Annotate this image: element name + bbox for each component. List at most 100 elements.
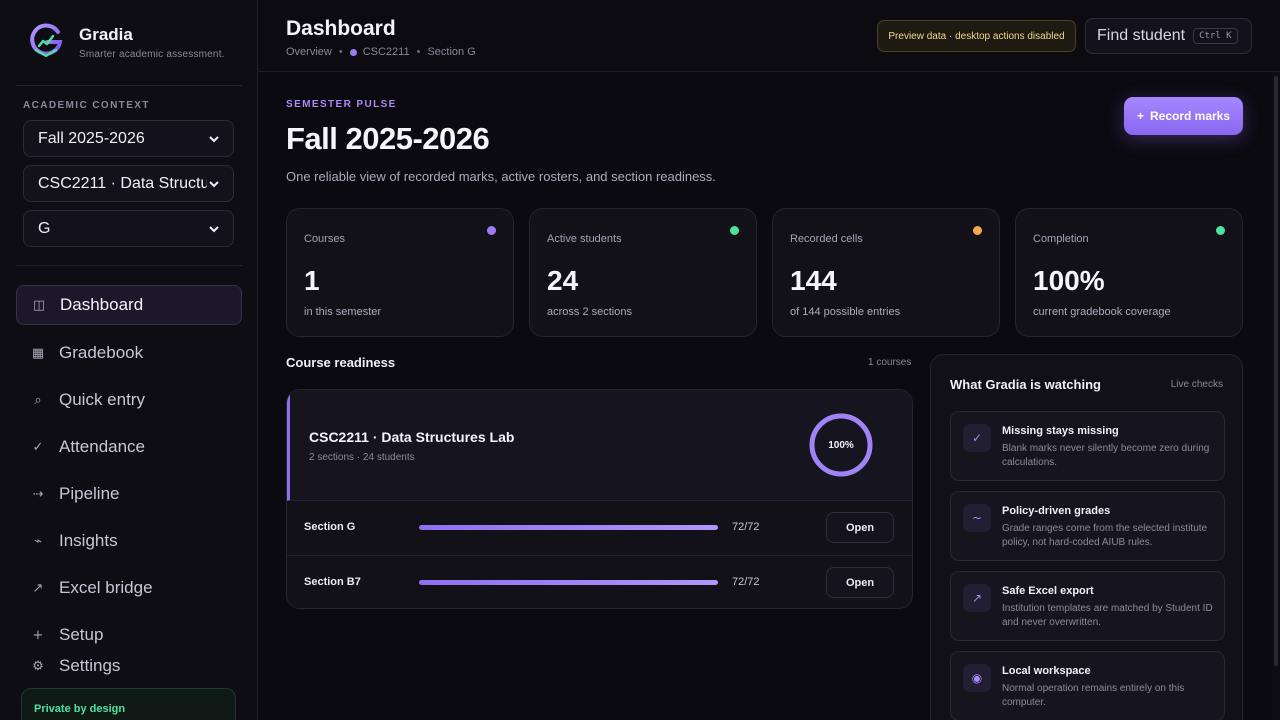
arrow-icon: ⇢ <box>32 486 44 502</box>
export-icon: ↗ <box>32 580 44 596</box>
chevron-down-icon <box>209 135 219 142</box>
chevron-down-icon <box>209 180 219 187</box>
breadcrumb-section[interactable]: Section G <box>427 46 476 58</box>
section-row: Section B7 72/72 Open <box>287 555 912 608</box>
sidebar-item-insights[interactable]: ⌁ Insights <box>16 521 242 561</box>
breadcrumb-overview[interactable]: Overview <box>286 46 332 58</box>
record-marks-label: Record marks <box>1149 109 1231 123</box>
watch-item: ✓ Missing stays missing Blank marks never … <box>950 411 1225 481</box>
topbar: Dashboard Overview • CSC2211 • Section G… <box>258 0 1280 72</box>
sidebar-item-label: Insights <box>59 531 118 550</box>
gear-icon: ⚙ <box>32 658 44 674</box>
dashboard-icon: ◫ <box>32 297 46 313</box>
course-dot-icon <box>349 48 357 56</box>
breadcrumb-separator: • <box>338 46 343 58</box>
course-select-value: CSC2211 · Data Structures Lab <box>38 174 207 192</box>
stat-value: 1 <box>304 265 320 296</box>
watching-panel: What Gradia is watching Live checks ✓ Mis… <box>930 354 1243 720</box>
check-icon: ✓ <box>32 439 44 455</box>
sidebar-item-attendance[interactable]: ✓ Attendance <box>16 427 242 467</box>
check-icon: ✓ <box>963 424 991 452</box>
section-progress-fill <box>419 525 718 530</box>
breadcrumb-course[interactable]: CSC2211 <box>362 46 410 58</box>
page-title: Dashboard <box>286 17 396 40</box>
watch-item-title: Safe Excel export <box>1002 585 1094 597</box>
sidebar-item-label: Pipeline <box>59 484 120 503</box>
course-select[interactable]: CSC2211 · Data Structures Lab <box>23 165 234 202</box>
sidebar-item-label: Quick entry <box>59 390 145 409</box>
semester-subtitle: One reliable view of recorded marks, act… <box>286 169 716 184</box>
main-scrollbar[interactable] <box>1272 72 1280 720</box>
status-dot-icon <box>730 226 739 235</box>
search-icon: ⌕ <box>34 392 42 408</box>
watch-item: ~ Policy-driven grades Grade ranges come f… <box>950 491 1225 561</box>
stat-label: Active students <box>547 233 622 245</box>
trend-icon: ⌁ <box>34 533 42 549</box>
find-student-button[interactable]: Find student Ctrl K <box>1085 18 1252 54</box>
sidebar-item-label: Dashboard <box>60 295 144 314</box>
section-count: 72/72 <box>732 521 760 533</box>
sidebar-item-settings[interactable]: ⚙ Settings <box>16 646 242 686</box>
completion-ring-label: 100% <box>828 439 854 451</box>
sidebar: Gradia Smarter academic assessment. ACAD… <box>0 0 258 720</box>
gradia-logo-icon <box>30 23 63 58</box>
stat-value: 24 <box>547 265 579 296</box>
grid-icon: ▦ <box>31 345 45 361</box>
stat-note: across 2 sections <box>547 306 632 318</box>
section-select-value: G <box>38 219 51 237</box>
watch-item-desc: Normal operation remains entirely on thi… <box>1002 683 1185 708</box>
sidebar-item-pipeline[interactable]: ⇢ Pipeline <box>16 474 242 514</box>
sidebar-item-label: Excel bridge <box>59 578 153 597</box>
section-name: Section B7 <box>304 576 361 588</box>
section-select[interactable]: G <box>23 210 234 247</box>
sidebar-item-dashboard[interactable]: ◫ Dashboard <box>16 285 242 325</box>
chevron-down-icon <box>209 225 219 232</box>
semester-select[interactable]: Fall 2025-2026 <box>23 120 234 157</box>
watch-item-title: Local workspace <box>1002 665 1091 677</box>
open-section-button[interactable]: Open <box>826 512 894 543</box>
sidebar-divider <box>16 85 242 86</box>
stat-note: in this semester <box>304 306 382 318</box>
target-icon: ◉ <box>963 664 991 692</box>
sidebar-item-setup[interactable]: + Setup <box>16 615 242 655</box>
section-progress-bar <box>419 580 718 585</box>
open-section-button[interactable]: Open <box>826 567 894 598</box>
stat-label: Completion <box>1033 233 1089 245</box>
semester-title: Fall 2025-2026 <box>286 121 490 156</box>
status-dot-icon <box>487 226 496 235</box>
preview-badge: Preview data · desktop actions disabled <box>877 20 1076 52</box>
completion-ring <box>809 413 873 477</box>
live-checks-label: Live checks <box>1170 379 1223 390</box>
private-by-design-note: Private by design <box>21 688 236 720</box>
export-icon: ↗ <box>963 584 991 612</box>
watch-item-desc: Grade ranges come from the selected inst… <box>1002 523 1208 548</box>
plus-icon: + <box>32 627 44 643</box>
course-meta: 2 sections · 24 students <box>309 452 415 463</box>
stat-value: 144 <box>790 265 837 296</box>
section-progress-bar <box>419 525 718 530</box>
watch-item-title: Policy-driven grades <box>1002 505 1111 517</box>
watch-item-title: Missing stays missing <box>1002 425 1119 437</box>
sidebar-divider <box>16 265 242 266</box>
sidebar-item-gradebook[interactable]: ▦ Gradebook <box>16 333 242 373</box>
main-content: SEMESTER PULSE Fall 2025-2026 One reliab… <box>258 72 1272 720</box>
completion-ring-arc <box>809 413 873 477</box>
course-name: CSC2211 · Data Structures Lab <box>309 429 515 445</box>
watch-item: ◉ Local workspace Normal operation remains… <box>950 651 1225 720</box>
section-name: Section G <box>304 521 356 533</box>
course-card: CSC2211 · Data Structures Lab 2 sections… <box>286 389 913 609</box>
scrollbar-thumb[interactable] <box>1274 76 1278 666</box>
section-progress-fill <box>419 580 718 585</box>
section-count: 72/72 <box>732 576 760 588</box>
brand-tagline: Smarter academic assessment. <box>79 49 225 60</box>
sidebar-item-label: Gradebook <box>59 343 144 362</box>
sidebar-item-quick-entry[interactable]: ⌕ Quick entry <box>16 380 242 420</box>
sidebar-item-excel-bridge[interactable]: ↗ Excel bridge <box>16 568 242 608</box>
stat-label: Courses <box>304 233 345 245</box>
breadcrumb: Overview • CSC2211 • Section G <box>286 46 476 58</box>
stat-card-completion: Completion 100% current gradebook coverage <box>1015 208 1243 337</box>
stat-note: of 144 possible entries <box>790 306 901 318</box>
sidebar-item-label: Settings <box>59 656 121 675</box>
shortcut-hint: Ctrl K <box>1193 28 1238 44</box>
record-marks-button[interactable]: + Record marks <box>1124 97 1243 135</box>
